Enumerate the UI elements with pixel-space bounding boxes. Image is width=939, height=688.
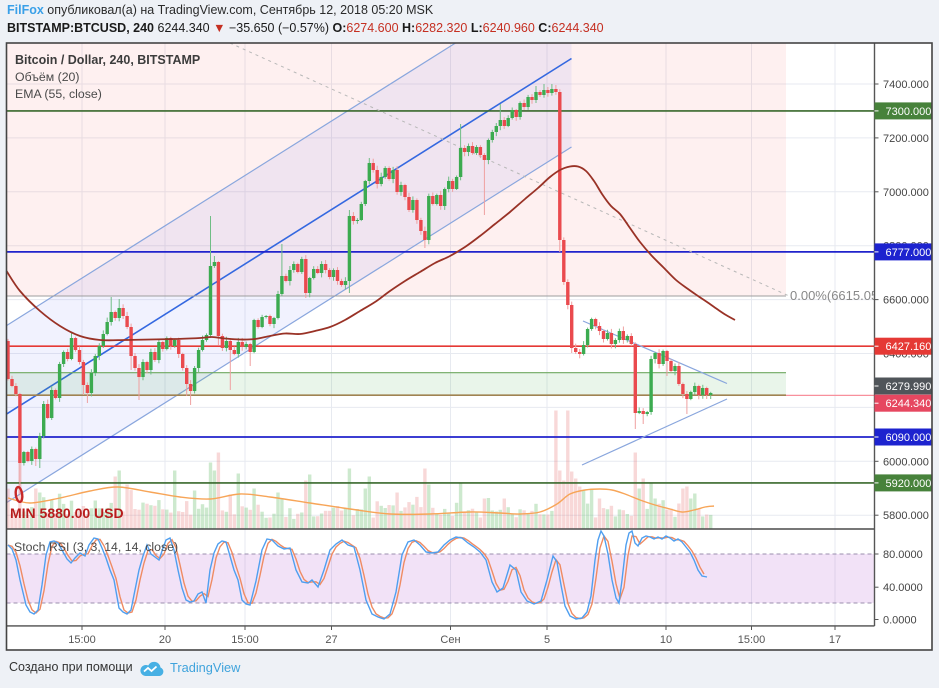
svg-text:10: 10	[660, 634, 672, 646]
svg-text:5: 5	[544, 634, 550, 646]
svg-text:15:00: 15:00	[68, 634, 96, 646]
svg-text:6427.160: 6427.160	[886, 341, 932, 353]
svg-text:17: 17	[829, 634, 841, 646]
svg-text:15:00: 15:00	[231, 634, 259, 646]
svg-text:Stoch RSI (3, 3, 14, 14, close: Stoch RSI (3, 3, 14, 14, close)	[14, 540, 178, 554]
svg-text:6600.000: 6600.000	[883, 295, 929, 307]
svg-text:6279.990: 6279.990	[886, 381, 932, 393]
svg-text:EMA (55, close): EMA (55, close)	[15, 87, 102, 101]
svg-text:80.0000: 80.0000	[883, 549, 923, 561]
svg-text:6000.000: 6000.000	[883, 456, 929, 468]
svg-text:7300.000: 7300.000	[886, 106, 932, 118]
svg-text:15:00: 15:00	[738, 634, 766, 646]
svg-text:7000.000: 7000.000	[883, 187, 929, 199]
svg-text:Bitcoin / Dollar, 240, BITSTAM: Bitcoin / Dollar, 240, BITSTAMP	[15, 53, 200, 67]
svg-text:MIN 5880.00 USD: MIN 5880.00 USD	[10, 505, 124, 521]
svg-text:0.0000: 0.0000	[883, 615, 917, 627]
svg-text:40.0000: 40.0000	[883, 582, 923, 594]
svg-text:20: 20	[159, 634, 171, 646]
svg-text:5920.000: 5920.000	[886, 478, 932, 490]
svg-text:Объём (20): Объём (20)	[15, 70, 79, 84]
svg-text:5800.000: 5800.000	[883, 510, 929, 522]
svg-text:6090.000: 6090.000	[886, 432, 932, 444]
svg-text:0.00%(6615.055): 0.00%(6615.055)	[790, 288, 890, 303]
svg-text:7200.000: 7200.000	[883, 133, 929, 145]
svg-text:7400.000: 7400.000	[883, 79, 929, 91]
svg-text:27: 27	[325, 634, 337, 646]
svg-text:6777.000: 6777.000	[886, 247, 932, 259]
svg-text:Сен: Сен	[440, 634, 460, 646]
svg-text:6244.340: 6244.340	[886, 398, 932, 410]
